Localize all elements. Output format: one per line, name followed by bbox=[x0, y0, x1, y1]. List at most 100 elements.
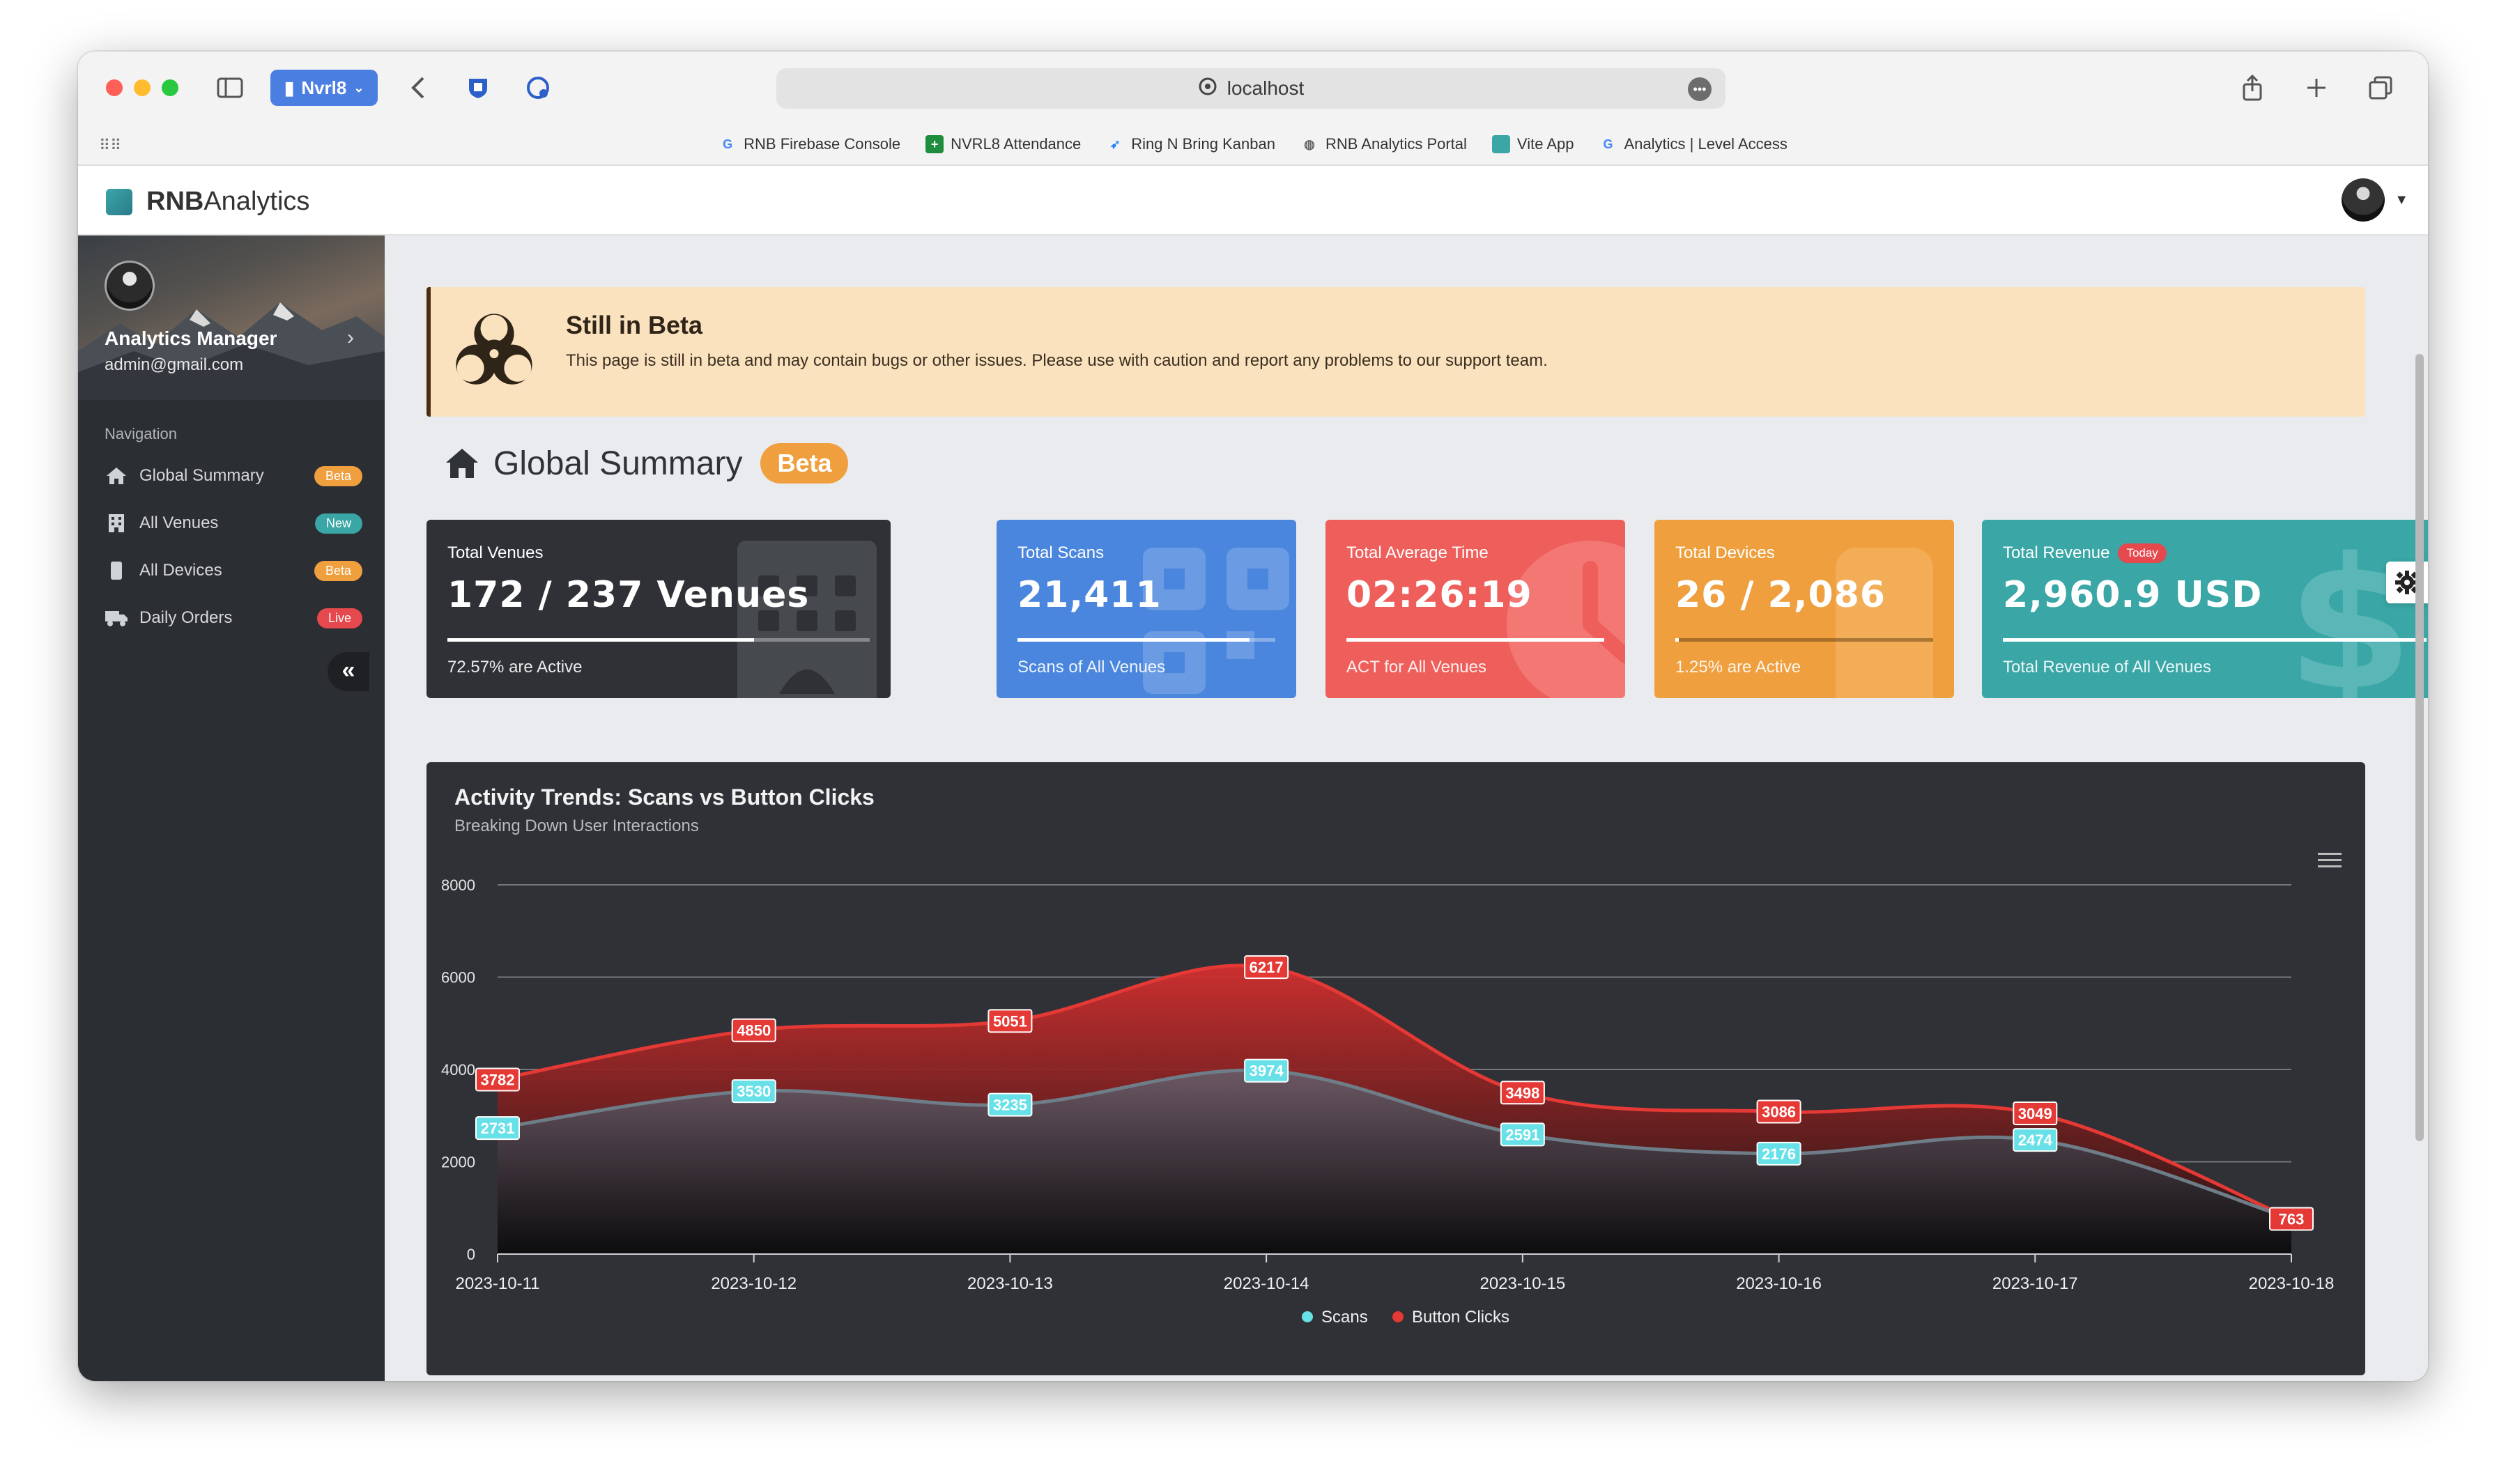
brand-light: Analytics bbox=[203, 187, 310, 216]
hamburger-menu-icon[interactable] bbox=[2318, 850, 2342, 871]
tab-overview-icon[interactable] bbox=[2361, 68, 2400, 107]
device-icon bbox=[105, 559, 128, 582]
card-value: 26 / 2,086 bbox=[1675, 574, 1886, 616]
dollar-icon: $ bbox=[2287, 534, 2413, 698]
card-label: Total Revenue Today bbox=[2003, 543, 2167, 563]
card-label: Total Venues bbox=[447, 543, 543, 563]
activity-trends-chart: Activity Trends: Scans vs Button Clicks … bbox=[426, 762, 2365, 1375]
beta-badge: Beta bbox=[314, 560, 362, 581]
svg-text:3235: 3235 bbox=[993, 1097, 1027, 1114]
banner-text: This page is still in beta and may conta… bbox=[566, 351, 1548, 370]
total-venues-card[interactable]: Total Venues 172 / 237 Venues 72.57% are… bbox=[426, 520, 891, 698]
total-average-time-card[interactable]: Total Average Time 02:26:19 ACT for All … bbox=[1325, 520, 1625, 698]
series-line-scans bbox=[497, 1068, 2292, 1221]
page-heading: Global Summary Beta bbox=[445, 443, 849, 484]
progress-fill bbox=[1675, 638, 1679, 642]
browser-actions bbox=[2233, 68, 2400, 107]
x-tick-label: 2023-10-13 bbox=[967, 1274, 1053, 1293]
address-bar[interactable]: localhost ••• bbox=[776, 68, 1725, 109]
card-value: 2,960.9 USD bbox=[2003, 574, 2263, 616]
x-tick-label: 2023-10-17 bbox=[1992, 1274, 2078, 1293]
sidebar-profile[interactable]: Analytics Manager admin@gmail.com › bbox=[78, 235, 385, 400]
legend-label: Scans bbox=[1321, 1308, 1368, 1327]
close-window-button[interactable] bbox=[106, 79, 123, 96]
sidebar: Analytics Manager admin@gmail.com › Navi… bbox=[78, 235, 385, 1381]
collapse-sidebar-button[interactable]: « bbox=[328, 652, 369, 691]
sidebar-toggle-icon[interactable] bbox=[210, 68, 249, 107]
data-label: 3974 bbox=[1244, 1058, 1289, 1083]
progress-bar bbox=[1017, 638, 1275, 642]
back-icon[interactable] bbox=[399, 68, 438, 107]
y-tick-label: 4000 bbox=[441, 1061, 475, 1079]
progress-bar bbox=[1675, 638, 1933, 642]
url-text: localhost bbox=[1227, 77, 1305, 99]
total-devices-card[interactable]: Total Devices 26 / 2,086 1.25% are Activ… bbox=[1654, 520, 1954, 698]
total-revenue-card[interactable]: $ Total Revenue Today 2,960.9 USD Total R… bbox=[1982, 520, 2428, 698]
card-subtext: ACT for All Venues bbox=[1346, 658, 1486, 677]
beta-badge: Beta bbox=[760, 443, 849, 484]
card-label-text: Total Revenue bbox=[2003, 543, 2110, 562]
biohazard-icon bbox=[456, 314, 532, 385]
series-area-scans bbox=[498, 1070, 2291, 1254]
sidebar-item-all-devices[interactable]: All Devices Beta bbox=[105, 553, 362, 588]
more-icon[interactable]: ••• bbox=[1688, 77, 1712, 101]
user-name: Analytics Manager bbox=[105, 327, 277, 349]
building-icon bbox=[737, 541, 877, 698]
new-tab-icon[interactable] bbox=[2297, 68, 2336, 107]
share-icon[interactable] bbox=[2233, 68, 2272, 107]
sidebar-item-all-venues[interactable]: All Venues New bbox=[105, 506, 362, 541]
svg-text:3782: 3782 bbox=[481, 1071, 515, 1088]
sidebar-item-label: All Venues bbox=[139, 513, 219, 532]
card-value: 02:26:19 bbox=[1346, 574, 1532, 616]
card-subtext: 72.57% are Active bbox=[447, 658, 583, 677]
card-subtext: Total Revenue of All Venues bbox=[2003, 658, 2211, 677]
svg-text:5051: 5051 bbox=[993, 1012, 1027, 1030]
svg-text:$: $ bbox=[2287, 534, 2413, 698]
main-content: Still in Beta This page is still in beta… bbox=[385, 235, 2428, 1381]
data-label: 3498 bbox=[1500, 1081, 1545, 1105]
shield-extension-icon[interactable] bbox=[459, 68, 498, 107]
sidebar-item-daily-orders[interactable]: Daily Orders Live bbox=[105, 601, 362, 635]
sidebar-item-global-summary[interactable]: Global Summary Beta bbox=[105, 458, 362, 493]
google-icon: G bbox=[1603, 137, 1613, 151]
site-info-icon[interactable] bbox=[1198, 77, 1217, 101]
bookmark-label: Vite App bbox=[1516, 135, 1574, 153]
profile-switcher[interactable]: ▮ Nvrl8 ⌄ bbox=[270, 70, 378, 106]
profile-label: Nvrl8 bbox=[301, 77, 347, 98]
chart-title: Activity Trends: Scans vs Button Clicks bbox=[454, 784, 875, 810]
series-line-button-clicks bbox=[497, 964, 2292, 1221]
scrollbar[interactable] bbox=[2415, 354, 2424, 1141]
y-tick-label: 8000 bbox=[441, 876, 475, 894]
total-scans-card[interactable]: Total Scans 21,411 Scans of All Venues bbox=[997, 520, 1296, 698]
avatar[interactable] bbox=[105, 261, 155, 311]
x-tick-label: 2023-10-12 bbox=[711, 1274, 797, 1293]
bookmark-item[interactable]: G Analytics | Level Access bbox=[1599, 135, 1787, 153]
user-email: admin@gmail.com bbox=[105, 355, 244, 374]
data-label: 2731 bbox=[475, 1116, 520, 1141]
x-tick-label: 2023-10-16 bbox=[1736, 1274, 1822, 1293]
bookmark-item[interactable]: Vite App bbox=[1491, 135, 1574, 153]
bookmark-item[interactable]: + NVRL8 Attendance bbox=[925, 135, 1081, 153]
app-logo[interactable]: RNBAnalytics bbox=[106, 187, 309, 217]
bookmark-item[interactable]: ◍ RNB Analytics Portal bbox=[1300, 135, 1467, 153]
data-label: 2474 bbox=[2013, 1128, 2058, 1152]
clock-icon bbox=[1507, 541, 1625, 698]
bookmark-item[interactable]: ➶ Ring N Bring Kanban bbox=[1106, 135, 1275, 153]
truck-icon bbox=[105, 606, 128, 630]
zoom-window-button[interactable] bbox=[162, 79, 178, 96]
minimize-window-button[interactable] bbox=[134, 79, 151, 96]
caret-down-icon[interactable]: ▼ bbox=[2394, 192, 2408, 208]
progress-bar bbox=[1346, 638, 1604, 642]
sheets-icon: + bbox=[925, 135, 944, 153]
data-label: 2176 bbox=[1756, 1141, 1801, 1166]
extension-icon[interactable] bbox=[518, 68, 558, 107]
data-label: 3235 bbox=[987, 1092, 1033, 1117]
chevron-right-icon[interactable]: › bbox=[347, 326, 354, 349]
progress-fill bbox=[1017, 638, 1250, 642]
apps-grid-icon[interactable]: ⠿⠿ bbox=[99, 137, 122, 154]
live-badge: Live bbox=[316, 608, 362, 628]
data-label: 3782 bbox=[475, 1067, 520, 1092]
svg-text:3530: 3530 bbox=[737, 1083, 771, 1100]
bookmark-item[interactable]: G RNB Firebase Console bbox=[718, 135, 900, 153]
avatar[interactable] bbox=[2342, 178, 2385, 222]
